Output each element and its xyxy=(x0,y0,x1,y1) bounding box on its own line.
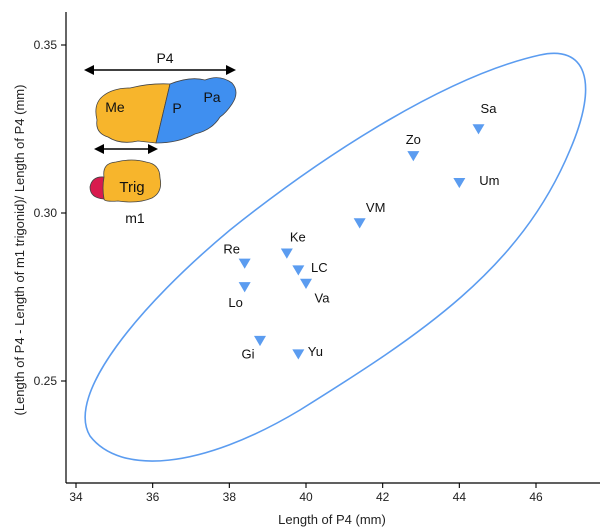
x-tick-label: 38 xyxy=(223,490,237,504)
point-label-vm: VM xyxy=(366,200,386,215)
me-region xyxy=(95,83,171,144)
trigonid-region xyxy=(102,159,162,203)
p4-length-arrow xyxy=(84,65,236,75)
data-point-lc xyxy=(292,265,305,276)
y-tick-label: 0.30 xyxy=(34,206,58,220)
point-label-um: Um xyxy=(479,173,499,188)
point-label-ke: Ke xyxy=(290,229,306,244)
point-label-va: Va xyxy=(315,291,331,306)
m1-label: m1 xyxy=(125,210,145,226)
point-label-lo: Lo xyxy=(228,295,242,310)
data-point-vm xyxy=(353,218,366,229)
data-point-re xyxy=(238,258,251,269)
talonid-region xyxy=(89,176,107,200)
y-axis-title: (Length of P4 - Length of m1 trigonid)/ … xyxy=(12,85,27,416)
data-point-va xyxy=(300,278,312,289)
y-tick-label: 0.25 xyxy=(34,374,58,388)
trig-label: Trig xyxy=(119,179,144,196)
point-label-lc: LC xyxy=(311,260,328,275)
pa-region xyxy=(155,77,237,144)
point-label-zo: Zo xyxy=(406,132,421,147)
data-point-sa xyxy=(472,124,485,135)
x-tick-label: 46 xyxy=(529,490,543,504)
point-label-re: Re xyxy=(223,241,240,256)
tooth-diagram: P4 Me P Pa Trig m1 xyxy=(84,50,237,226)
data-points: Sa Zo Um VM Ke Re LC Va Lo Gi Yu xyxy=(223,101,499,362)
x-axis-title: Length of P4 (mm) xyxy=(278,512,386,527)
data-point-ke xyxy=(280,248,293,259)
me-label: Me xyxy=(105,99,125,115)
x-tick-label: 36 xyxy=(146,490,160,504)
data-point-zo xyxy=(407,151,420,162)
p-label: P xyxy=(172,100,181,116)
y-tick-label: 0.35 xyxy=(34,38,58,52)
x-tick-label: 42 xyxy=(376,490,390,504)
point-label-yu: Yu xyxy=(308,344,323,359)
point-label-gi: Gi xyxy=(242,347,255,362)
confidence-ellipse xyxy=(84,52,587,462)
y-ticks: 0.25 0.30 0.35 xyxy=(34,38,66,388)
data-point-yu xyxy=(292,349,305,360)
x-tick-label: 34 xyxy=(69,490,83,504)
trigonid-length-arrow xyxy=(94,144,158,154)
x-ticks: 34 36 38 40 42 44 46 xyxy=(69,483,543,504)
x-tick-label: 44 xyxy=(453,490,467,504)
x-tick-label: 40 xyxy=(299,490,313,504)
point-label-sa: Sa xyxy=(481,101,498,116)
data-point-gi xyxy=(254,335,266,347)
p4-label: P4 xyxy=(156,50,173,66)
data-point-lo xyxy=(238,282,251,293)
data-point-um xyxy=(453,177,466,189)
pa-label: Pa xyxy=(203,89,220,105)
